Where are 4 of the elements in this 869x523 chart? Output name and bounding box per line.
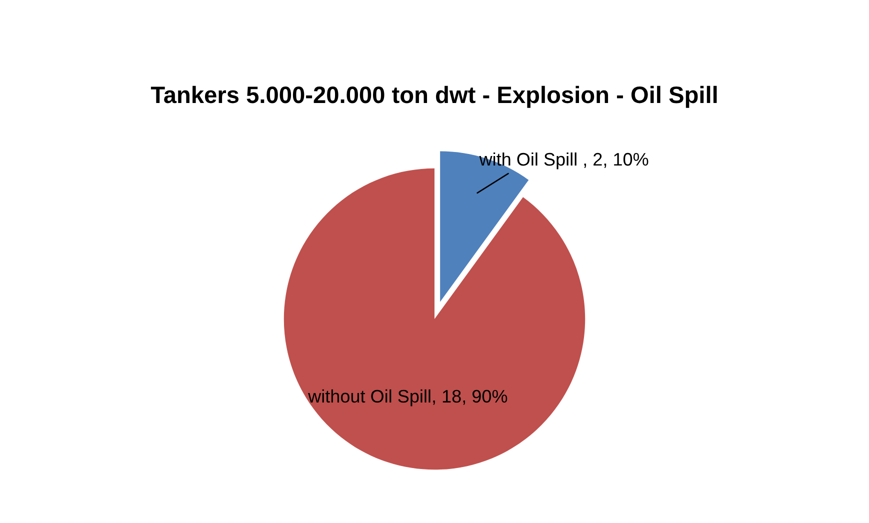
data-label: , 2, 10%: [584, 152, 648, 168]
chart-title: Tankers 5.000-20.000 ton dwt - Explosion - Oil Spill: [150, 86, 717, 108]
slice-label: without Oil Spill: [308, 389, 430, 406]
data-label: , 18, 90%: [433, 390, 508, 405]
